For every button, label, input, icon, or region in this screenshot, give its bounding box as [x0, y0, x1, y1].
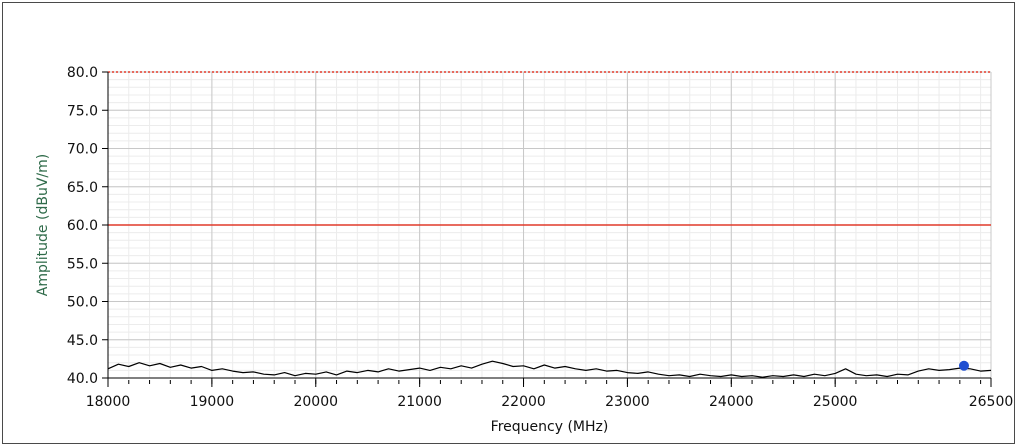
x-tick-label: 21000: [397, 394, 442, 410]
y-tick-label: 65.0: [67, 180, 98, 196]
y-tick-label: 75.0: [67, 103, 98, 119]
trace-layer: [107, 360, 992, 378]
limit-lines: [108, 71, 991, 226]
x-axis-ticks: 18000 19000 20000 21000 22000 23000 24000 25000…: [86, 378, 1014, 410]
y-axis-title: Amplitude (dBuV/m): [35, 154, 51, 296]
y-tick-label: 80.0: [67, 65, 98, 81]
spectrum-chart: 18000 19000 20000 21000 22000 23000 24000 25000…: [35, 65, 1014, 435]
y-tick-label: 70.0: [67, 142, 98, 158]
x-tick-label: 26500: [969, 394, 1014, 410]
y-axis-ticks: 40.0 45.0 50.0 55.0 60.0 65.0 70.0 75.0 80.0: [67, 65, 108, 387]
y-tick-label: 60.0: [67, 218, 98, 234]
spectrum-trace: [107, 360, 992, 378]
x-axis-title: Frequency (MHz): [491, 419, 609, 435]
marker-layer: [958, 360, 969, 371]
x-tick-label: 20000: [293, 394, 338, 410]
x-tick-label: 25000: [813, 394, 858, 410]
x-tick-label: 22000: [501, 394, 546, 410]
y-tick-label: 40.0: [67, 371, 98, 387]
x-tick-label: 23000: [605, 394, 650, 410]
x-tick-label: 24000: [709, 394, 754, 410]
y-tick-label: 50.0: [67, 295, 98, 311]
y-tick-label: 55.0: [67, 256, 98, 272]
x-tick-label: 18000: [86, 394, 131, 410]
x-tick-label: 19000: [190, 394, 235, 410]
y-tick-label: 45.0: [67, 333, 98, 349]
peak-marker: [958, 360, 969, 371]
